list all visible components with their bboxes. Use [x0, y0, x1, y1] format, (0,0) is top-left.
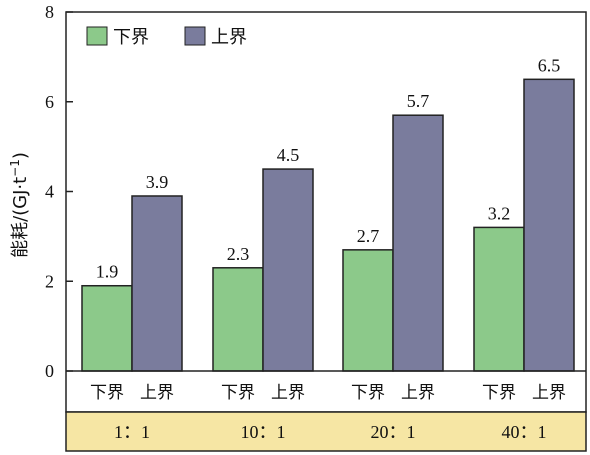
bar-data-label: 2.3	[227, 244, 250, 264]
y-tick-label: 6	[45, 92, 54, 112]
y-axis-label-exponent: −1	[8, 159, 22, 177]
legend-label: 下界	[113, 27, 149, 48]
category-label: 20：1	[371, 422, 416, 442]
bar	[81, 284, 133, 372]
legend-swatch	[184, 26, 206, 46]
bar	[212, 267, 264, 372]
y-axis-label-close: )	[10, 152, 31, 159]
y-tick-label: 8	[45, 2, 54, 22]
y-tick-label: 0	[45, 361, 54, 381]
category-band-background	[65, 411, 587, 452]
bar	[342, 249, 394, 372]
bar-data-label: 4.5	[277, 145, 300, 165]
bar-sublabel: 上界	[532, 383, 566, 403]
bar-sublabel: 上界	[271, 383, 305, 403]
y-axis-label-main: 能耗/(GJ·t	[10, 177, 31, 258]
bar-data-label: 2.7	[357, 226, 380, 246]
bar-sublabel: 下界	[482, 383, 516, 403]
bar-sublabel: 下界	[351, 383, 385, 403]
category-labels: 1：1 10：1 20：1 40：1	[114, 422, 547, 442]
bar	[392, 114, 444, 372]
bar-data-label: 3.2	[488, 203, 511, 223]
bar-sublabel: 上界	[401, 383, 435, 403]
bar-sublabels: 下界 上界 下界 上界 下界 上界 下界 上界	[90, 383, 566, 403]
svg-text:能耗/(GJ·t−1): 能耗/(GJ·t−1)	[8, 152, 31, 258]
category-label: 1：1	[114, 422, 150, 442]
y-axis-label: 能耗/(GJ·t−1)	[8, 152, 31, 258]
legend-swatch	[86, 26, 108, 46]
bar-data-label: 6.5	[538, 55, 561, 75]
bar-sublabel: 上界	[140, 383, 174, 403]
legend-label: 上界	[211, 27, 247, 48]
y-axis-ticks: 0 2 4 6 8	[45, 2, 73, 381]
category-label: 40：1	[502, 422, 547, 442]
bar-data-label: 5.7	[407, 91, 430, 111]
bar	[262, 168, 314, 372]
bar	[523, 78, 575, 372]
bar-data-label: 1.9	[96, 262, 119, 282]
bar	[131, 195, 183, 372]
bars: 1.9 3.9 2.3 4.5 2.7 5.7 3.2 6.5	[81, 55, 575, 372]
y-tick-label: 2	[45, 271, 54, 291]
bar-data-label: 3.9	[146, 172, 169, 192]
bar	[473, 226, 525, 372]
legend: 下界 上界	[86, 26, 247, 48]
bar-sublabel: 下界	[221, 383, 255, 403]
bar-sublabel: 下界	[90, 383, 124, 403]
category-label: 10：1	[241, 422, 286, 442]
category-band	[65, 411, 587, 452]
y-tick-label: 4	[45, 182, 54, 202]
